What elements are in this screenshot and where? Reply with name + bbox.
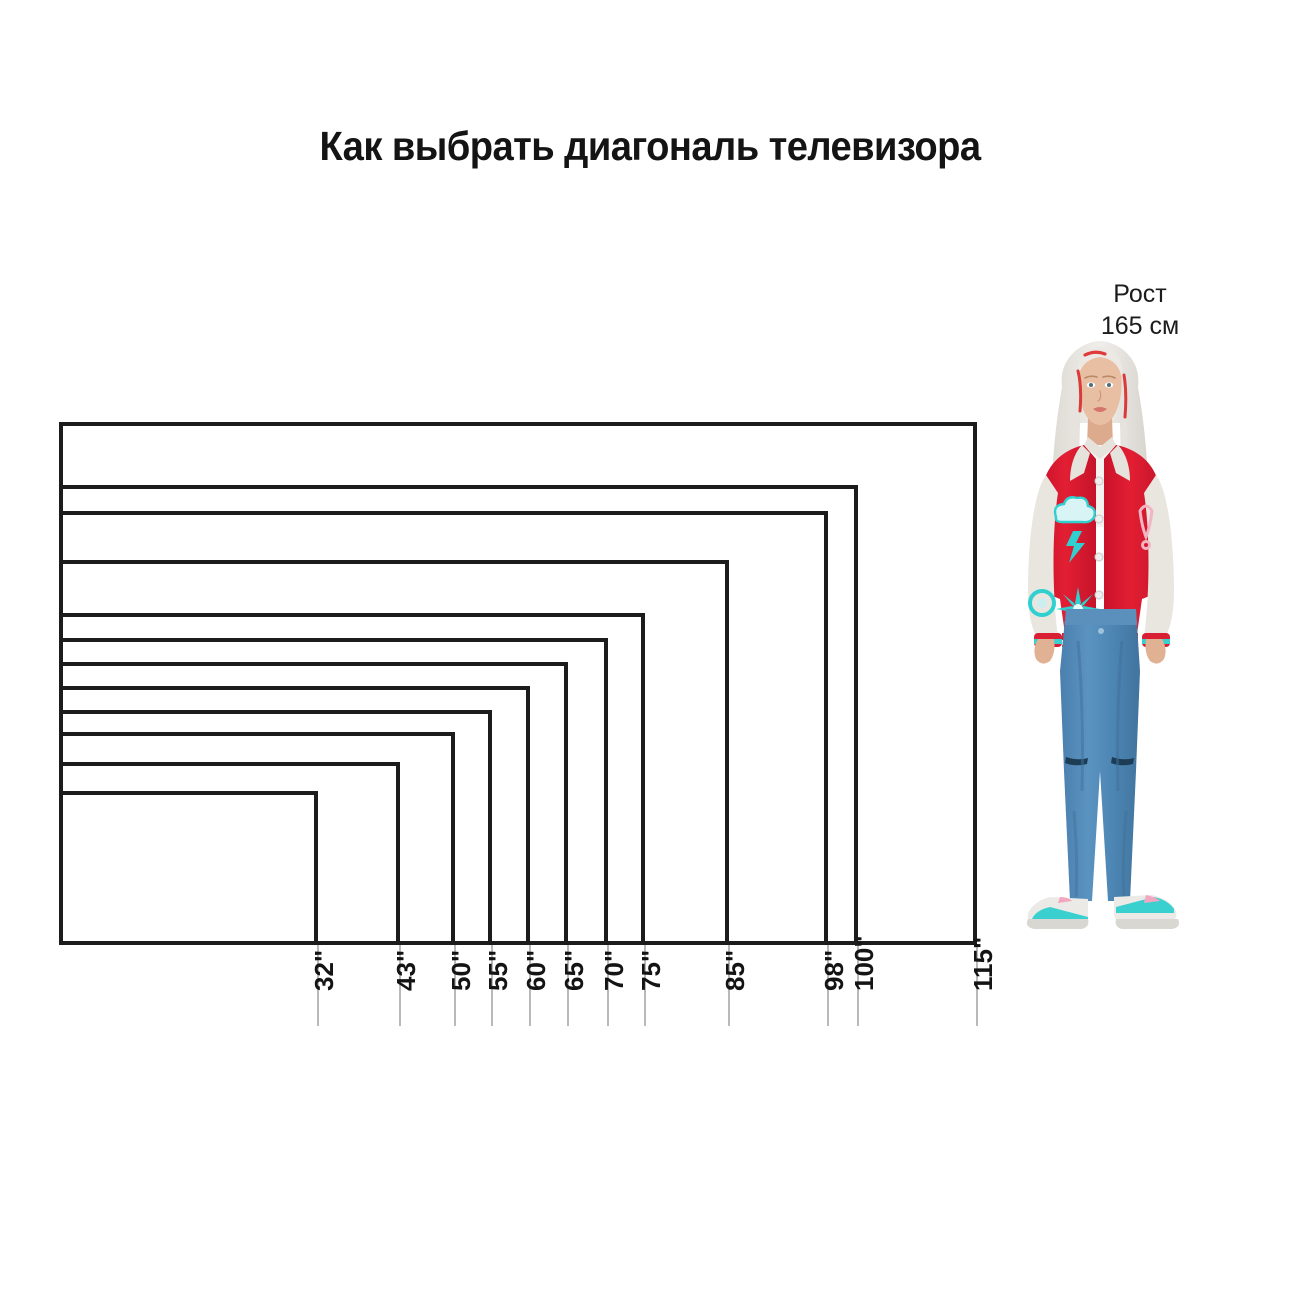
tick-label-75in: 75" xyxy=(636,949,666,991)
tv-rect-32in xyxy=(59,791,318,945)
tick-label-85in: 85" xyxy=(720,949,750,991)
tick-line-65in xyxy=(567,945,569,1026)
tick-label-65in: 65" xyxy=(559,949,589,991)
tick-label-32in: 32" xyxy=(309,949,339,991)
jeans xyxy=(1060,609,1140,901)
tick-line-75in xyxy=(644,945,646,1026)
person-height-value: 165 см xyxy=(1100,312,1180,340)
varsity-jacket xyxy=(1028,437,1174,647)
tick-line-50in xyxy=(454,945,456,1026)
tick-label-43in: 43" xyxy=(391,949,421,991)
tick-label-55in: 55" xyxy=(483,949,513,991)
right-sleeve xyxy=(1144,475,1174,639)
person-height-caption: Рост 165 см xyxy=(1040,278,1240,342)
tick-line-32in xyxy=(317,945,319,1026)
right-shoe xyxy=(1114,895,1180,929)
patch-cloud-lightning xyxy=(1053,496,1096,563)
tick-line-98in xyxy=(827,945,829,1026)
tick-line-115in xyxy=(976,945,978,1026)
tick-line-43in xyxy=(399,945,401,1026)
patch-circle xyxy=(1028,589,1056,617)
left-shoe xyxy=(1026,897,1089,929)
tick-label-115in: 115" xyxy=(968,936,998,991)
page-title: Как выбрать диагональ телевизора xyxy=(319,123,981,169)
tick-line-85in xyxy=(728,945,730,1026)
person-height-label: Рост xyxy=(1113,280,1167,308)
face xyxy=(1078,349,1122,425)
tick-label-50in: 50" xyxy=(446,949,476,991)
tick-line-55in xyxy=(491,945,493,1026)
tick-line-60in xyxy=(529,945,531,1026)
tick-label-60in: 60" xyxy=(521,949,551,991)
tick-line-100in xyxy=(857,945,859,1026)
patch-emblem xyxy=(1138,504,1154,550)
neck xyxy=(1087,417,1113,447)
tick-line-70in xyxy=(607,945,609,1026)
tick-label-98in: 98" xyxy=(819,949,849,991)
left-sleeve xyxy=(1028,475,1058,639)
right-hand xyxy=(1145,639,1166,664)
tick-label-70in: 70" xyxy=(599,949,629,991)
person-figure xyxy=(1000,341,1200,945)
left-hand xyxy=(1034,639,1055,664)
